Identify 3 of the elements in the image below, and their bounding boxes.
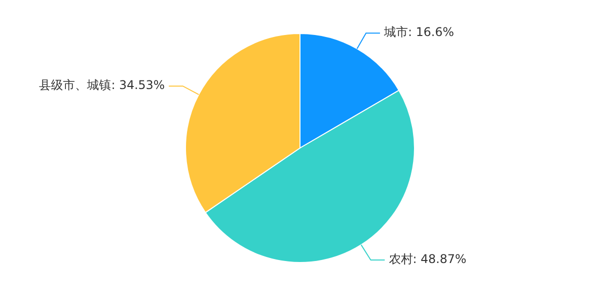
slice-label: 农村: 48.87% (388, 252, 466, 266)
slice-label: 县级市、城镇: 34.53% (39, 78, 165, 92)
slice-label: 城市: 16.6% (383, 25, 454, 40)
